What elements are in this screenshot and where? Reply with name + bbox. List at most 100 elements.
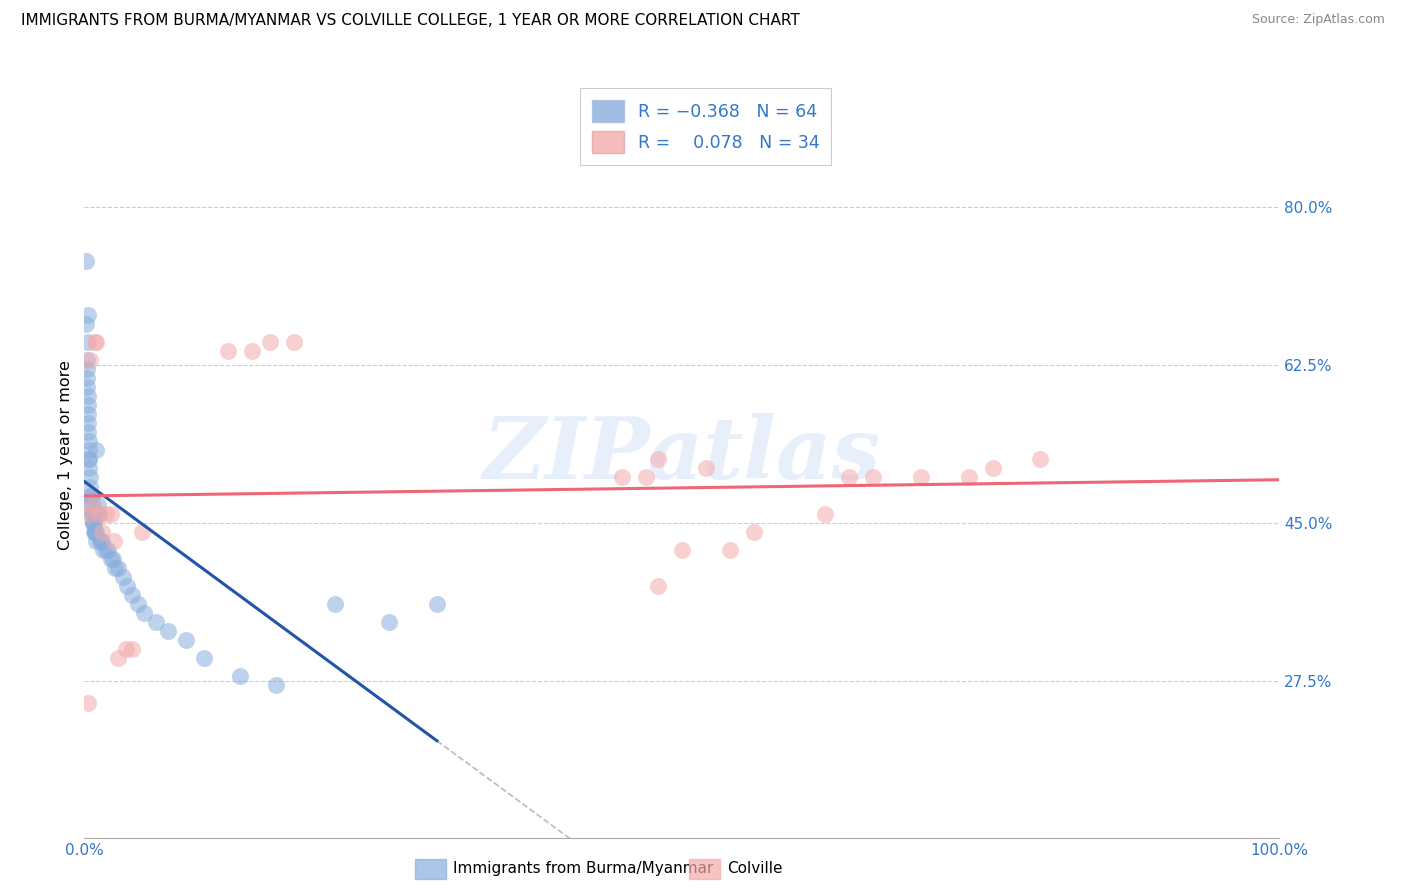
Point xyxy=(264,678,287,692)
Point xyxy=(77,507,100,521)
Point xyxy=(77,452,100,467)
Point xyxy=(378,615,401,629)
Text: Immigrants from Burma/Myanmar: Immigrants from Burma/Myanmar xyxy=(453,862,713,876)
Point xyxy=(77,425,100,440)
Point xyxy=(84,524,107,539)
Point xyxy=(83,507,105,521)
Point xyxy=(77,452,100,467)
Point xyxy=(79,353,101,368)
Point xyxy=(86,524,108,539)
Text: ZIPatlas: ZIPatlas xyxy=(482,413,882,497)
Point xyxy=(193,651,215,665)
Point xyxy=(77,461,100,475)
Point xyxy=(217,344,239,359)
Point xyxy=(115,642,138,657)
Point xyxy=(94,542,117,557)
Point xyxy=(77,696,100,710)
Point xyxy=(100,551,122,566)
Point xyxy=(111,570,134,584)
Point xyxy=(957,470,980,484)
Point xyxy=(612,470,634,484)
Point xyxy=(695,461,717,475)
Point xyxy=(87,507,110,521)
Point xyxy=(103,533,125,548)
Point xyxy=(89,533,111,548)
Point xyxy=(79,479,101,493)
Point xyxy=(79,498,101,512)
Point xyxy=(910,470,932,484)
Point xyxy=(814,507,837,521)
Point xyxy=(157,624,180,638)
Point xyxy=(77,434,100,449)
Point xyxy=(127,597,149,611)
Point xyxy=(76,371,98,385)
Point xyxy=(107,560,129,574)
Point xyxy=(86,443,108,458)
Point xyxy=(636,470,658,484)
Point xyxy=(426,597,449,611)
Point xyxy=(240,344,263,359)
Y-axis label: College, 1 year or more: College, 1 year or more xyxy=(58,360,73,549)
Point xyxy=(82,516,104,530)
Point xyxy=(718,542,741,557)
Point xyxy=(76,362,98,376)
Point xyxy=(259,335,281,350)
Point xyxy=(76,353,98,368)
Point xyxy=(80,507,103,521)
Point xyxy=(174,632,197,647)
Point xyxy=(100,507,122,521)
Point xyxy=(229,669,252,683)
Point xyxy=(121,588,143,602)
Point xyxy=(77,407,100,421)
Point xyxy=(80,498,103,512)
Point xyxy=(94,507,117,521)
Point xyxy=(1029,452,1052,467)
Point xyxy=(101,551,124,566)
Point xyxy=(83,516,105,530)
Point xyxy=(862,470,884,484)
Point xyxy=(76,380,98,394)
Point xyxy=(132,606,156,620)
Point xyxy=(97,542,120,557)
Point xyxy=(838,470,860,484)
Point xyxy=(121,642,143,657)
Point xyxy=(131,524,153,539)
Point xyxy=(84,524,107,539)
Point xyxy=(77,308,100,322)
Text: Colville: Colville xyxy=(727,862,782,876)
Point xyxy=(91,524,114,539)
Point xyxy=(75,317,97,331)
Point xyxy=(82,507,104,521)
Point xyxy=(647,452,669,467)
Point xyxy=(77,443,100,458)
Point xyxy=(91,533,114,548)
Point xyxy=(80,489,103,503)
Point xyxy=(75,253,97,268)
Point xyxy=(79,489,101,503)
Point xyxy=(104,560,127,574)
Point xyxy=(90,533,112,548)
Point xyxy=(145,615,167,629)
Point xyxy=(86,498,108,512)
Point xyxy=(981,461,1004,475)
Point xyxy=(647,579,669,593)
Point xyxy=(84,335,107,350)
Point xyxy=(86,533,108,548)
Point xyxy=(77,335,100,350)
Point xyxy=(325,597,347,611)
Text: Source: ZipAtlas.com: Source: ZipAtlas.com xyxy=(1251,13,1385,27)
Point xyxy=(82,498,104,512)
Point xyxy=(283,335,305,350)
Point xyxy=(86,507,108,521)
Point xyxy=(742,524,765,539)
Text: IMMIGRANTS FROM BURMA/MYANMAR VS COLVILLE COLLEGE, 1 YEAR OR MORE CORRELATION CH: IMMIGRANTS FROM BURMA/MYANMAR VS COLVILL… xyxy=(21,13,800,29)
Point xyxy=(117,579,139,593)
Point xyxy=(80,507,103,521)
Point xyxy=(77,417,100,431)
Point xyxy=(671,542,693,557)
Point xyxy=(107,651,129,665)
Point xyxy=(83,524,105,539)
Point xyxy=(87,507,110,521)
Point xyxy=(86,335,108,350)
Point xyxy=(77,389,100,403)
